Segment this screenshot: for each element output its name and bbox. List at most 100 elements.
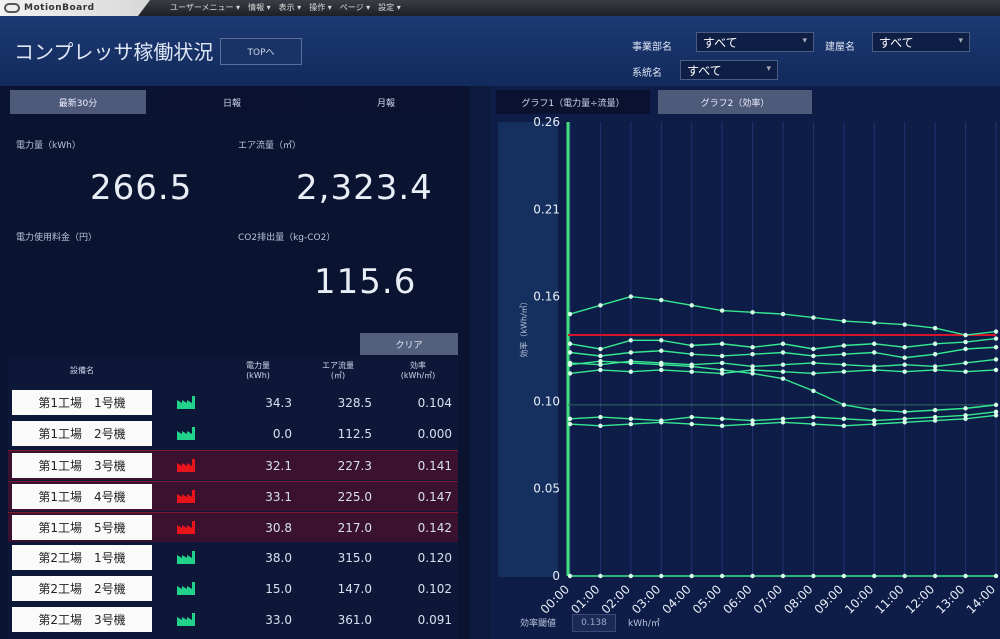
data-point xyxy=(689,303,694,308)
factory-icon xyxy=(177,490,195,503)
y-tick-label: 0.16 xyxy=(533,290,560,304)
data-point xyxy=(902,416,907,422)
table-row[interactable]: 第2工場 3号機 33.0 361.0 0.091 xyxy=(8,605,458,634)
equipment-name[interactable]: 第1工場 4号機 xyxy=(12,484,152,509)
table-row[interactable]: 第1工場 2号機 0.0 112.5 0.000 xyxy=(8,419,458,448)
data-point xyxy=(719,367,725,373)
x-tick-label: 01:00 xyxy=(568,582,602,616)
menu-item-info[interactable]: 情報 ▾ xyxy=(248,3,271,12)
data-point xyxy=(872,367,877,373)
power-cell: 34.3 xyxy=(265,395,292,410)
data-point xyxy=(902,369,907,374)
menu-item-operation[interactable]: 操作 ▾ xyxy=(309,3,332,12)
data-point xyxy=(872,573,877,579)
data-point xyxy=(659,362,664,367)
data-point xyxy=(689,573,694,579)
data-point xyxy=(598,362,603,367)
data-point xyxy=(811,388,816,394)
data-point xyxy=(719,573,725,579)
efficiency-cell: 0.091 xyxy=(417,612,452,627)
threshold-input[interactable]: 0.138 xyxy=(572,614,616,632)
equipment-name[interactable]: 第2工場 1号機 xyxy=(12,545,152,570)
top-button[interactable]: TOPへ xyxy=(220,38,302,65)
menu-item-settings[interactable]: 設定 ▾ xyxy=(378,3,401,12)
data-point xyxy=(719,416,725,422)
power-cost-label: 電力使用料金（円） xyxy=(16,233,98,243)
table-row[interactable]: 第1工場 4号機 33.1 225.0 0.147 xyxy=(8,481,458,511)
chevron-down-icon: ▾ xyxy=(766,64,771,74)
data-point xyxy=(689,352,694,357)
data-point xyxy=(993,345,999,350)
power-label: 電力量（kWh） xyxy=(16,141,81,151)
table-row[interactable]: 第1工場 5号機 30.8 217.0 0.142 xyxy=(8,512,458,542)
efficiency-cell: 0.102 xyxy=(417,581,452,596)
data-point xyxy=(993,336,999,341)
table-row[interactable]: 第1工場 1号機 34.3 328.5 0.104 xyxy=(8,388,458,417)
data-point xyxy=(567,421,573,427)
factory-filter-select[interactable]: すべて ▾ xyxy=(872,32,970,52)
x-tick-label: 04:00 xyxy=(659,582,693,616)
air-flow-label: エア流量（㎥） xyxy=(238,141,302,151)
equipment-name[interactable]: 第1工場 3号機 xyxy=(12,453,152,478)
x-tick-label: 06:00 xyxy=(720,582,754,616)
power-cell: 30.8 xyxy=(265,520,292,535)
data-point xyxy=(689,369,694,374)
table-row[interactable]: 第1工場 3号機 32.1 227.3 0.141 xyxy=(8,450,458,480)
efficiency-cell: 0.141 xyxy=(417,458,452,473)
factory-icon xyxy=(177,613,195,626)
tab-daily[interactable]: 日報 xyxy=(164,90,300,114)
tab-graph2[interactable]: グラフ2（効率） xyxy=(658,90,812,114)
tab-monthly[interactable]: 月報 xyxy=(318,90,454,114)
data-point xyxy=(993,573,999,579)
data-point xyxy=(993,367,999,373)
system-filter-value: すべて xyxy=(687,63,722,78)
table-row[interactable]: 第2工場 2号機 15.0 147.0 0.102 xyxy=(8,574,458,603)
data-point xyxy=(659,573,664,579)
data-point xyxy=(872,421,877,427)
summary-panel: 最新30分 日報 月報 電力量（kWh） 266.5 エア流量（㎥） 2,323… xyxy=(0,86,470,639)
efficiency-cell: 0.147 xyxy=(417,489,452,504)
data-point xyxy=(750,367,755,373)
chart-panel: グラフ1（電力量÷流量） グラフ2（効率） 効率（kWh/㎥） 0 0.05 0.1… xyxy=(490,86,1000,639)
air-flow-cell: 225.0 xyxy=(337,489,372,504)
header-efficiency: 効率 (kWh/㎥) xyxy=(400,361,436,380)
data-point xyxy=(780,573,786,579)
threshold-label: 効率閾値 xyxy=(520,619,557,629)
data-point xyxy=(689,421,694,427)
clear-button[interactable]: クリア xyxy=(360,333,458,355)
dept-filter-select[interactable]: すべて ▾ xyxy=(696,32,814,52)
data-point xyxy=(811,573,816,579)
brand[interactable]: MotionBoard xyxy=(0,0,150,16)
equipment-name[interactable]: 第1工場 5号機 xyxy=(12,515,152,540)
system-filter-select[interactable]: すべて ▾ xyxy=(680,60,778,80)
data-point xyxy=(598,346,603,352)
data-point xyxy=(598,353,603,359)
brand-name: MotionBoard xyxy=(24,3,95,13)
header-equipment: 設備名 xyxy=(70,366,94,375)
data-point xyxy=(932,364,938,369)
menu-item-page[interactable]: ページ ▾ xyxy=(339,3,371,12)
data-point xyxy=(598,303,603,308)
menu-item-user[interactable]: ユーザーメニュー ▾ xyxy=(170,3,241,12)
data-point xyxy=(750,371,755,376)
equipment-name[interactable]: 第1工場 2号機 xyxy=(12,421,152,446)
data-point xyxy=(567,362,573,367)
menu-item-view[interactable]: 表示 ▾ xyxy=(278,3,302,12)
equipment-name[interactable]: 第1工場 1号機 xyxy=(12,390,152,415)
y-axis-label-box: 効率（kWh/㎥） xyxy=(498,122,558,577)
air-flow-cell: 315.0 xyxy=(337,550,372,565)
tab-latest-30min[interactable]: 最新30分 xyxy=(10,90,146,114)
equipment-name[interactable]: 第2工場 2号機 xyxy=(12,576,152,601)
data-point xyxy=(902,322,907,327)
tab-graph1[interactable]: グラフ1（電力量÷流量） xyxy=(496,90,650,114)
data-point xyxy=(719,371,725,376)
efficiency-cell: 0.120 xyxy=(417,550,452,565)
data-point xyxy=(780,420,786,425)
data-point xyxy=(567,341,573,346)
data-point xyxy=(811,353,816,359)
equipment-name[interactable]: 第2工場 3号機 xyxy=(12,607,152,632)
data-point xyxy=(628,369,634,374)
data-point xyxy=(780,311,786,317)
table-row[interactable]: 第2工場 1号機 38.0 315.0 0.120 xyxy=(8,543,458,572)
efficiency-cell: 0.142 xyxy=(417,520,452,535)
